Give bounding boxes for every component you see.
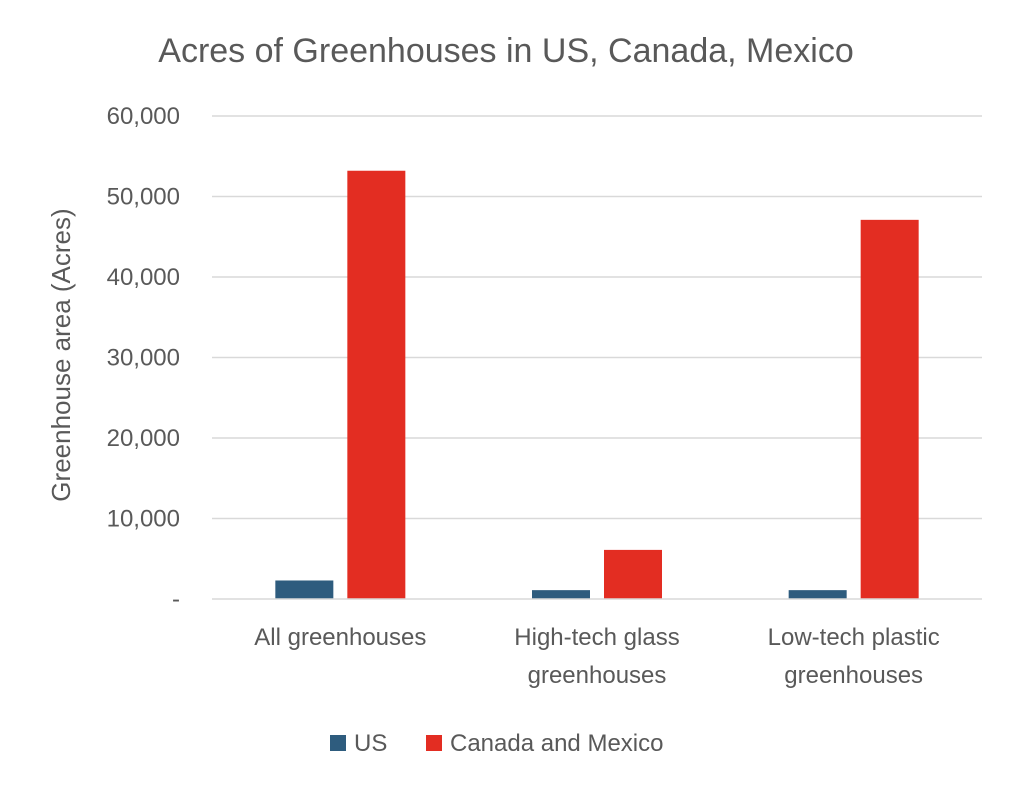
legend-label: Canada and Mexico — [450, 730, 663, 757]
legend-swatch — [426, 735, 442, 751]
legend-label: US — [354, 730, 387, 757]
x-tick-label: greenhouses — [528, 662, 667, 689]
y-tick-label: 40,000 — [107, 264, 180, 291]
x-tick-label: Low-tech plastic — [768, 624, 940, 651]
bar-us-1 — [532, 590, 590, 599]
legend: US Canada and Mexico — [330, 730, 663, 757]
y-tick-label: 20,000 — [107, 425, 180, 452]
bar-canada-and-mexico-0 — [347, 170, 406, 600]
gridlines — [212, 115, 982, 520]
y-axis-ticks: - 10,000 20,000 30,000 40,000 50,000 60,000 — [107, 103, 180, 613]
bar-canada-and-mexico-2 — [860, 219, 919, 599]
bars — [275, 170, 919, 600]
y-tick-label: 50,000 — [107, 184, 180, 211]
bar-us-2 — [788, 590, 847, 599]
y-tick-label: 60,000 — [107, 103, 180, 130]
x-axis-ticks: All greenhouses High-tech glass greenhouse… — [254, 624, 939, 689]
y-tick-label: 10,000 — [107, 506, 180, 533]
x-tick-label: High-tech glass — [514, 624, 679, 651]
legend-swatch — [330, 735, 346, 751]
bar-canada-and-mexico-1 — [604, 549, 662, 599]
chart-title: Acres of Greenhouses in US, Canada, Mexi… — [158, 32, 853, 70]
y-tick-label: - — [172, 586, 180, 613]
bar-us-0 — [275, 580, 334, 599]
x-tick-label: greenhouses — [784, 662, 923, 689]
y-axis-label: Greenhouse area (Acres) — [46, 208, 76, 501]
x-tick-label: All greenhouses — [254, 624, 426, 651]
y-tick-label: 30,000 — [107, 345, 180, 372]
